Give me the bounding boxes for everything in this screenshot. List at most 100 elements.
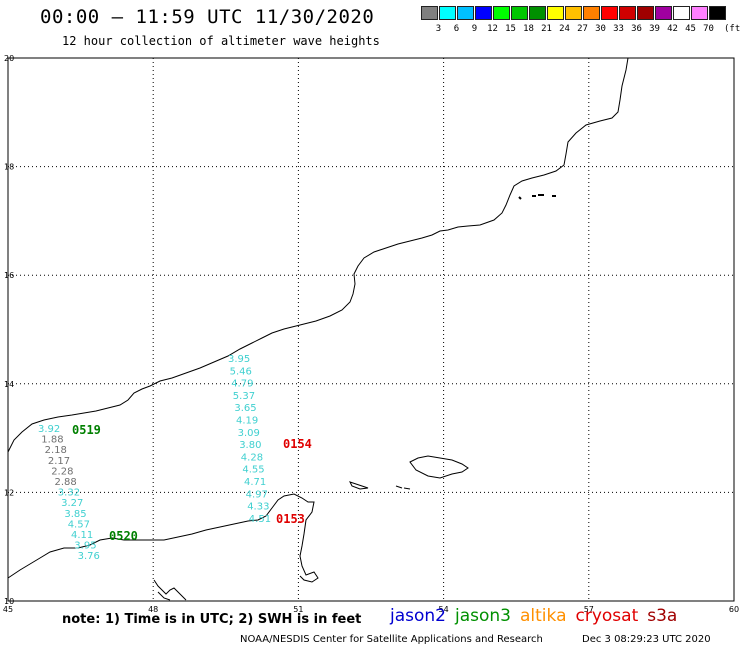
altimeter-track-east: 3.955.46 4.795.373.65 4.193.093.804.28 4.55… <box>228 354 271 525</box>
legend-label: 15 <box>505 24 516 34</box>
swh-value: 3.09 <box>238 428 260 439</box>
map-title: 00:00 – 11:59 UTC 11/30/2020 <box>40 6 375 28</box>
swh-value: 5.37 <box>233 391 255 402</box>
legend-swatch <box>583 6 600 20</box>
island-kuria-muria <box>518 194 556 200</box>
swh-value: 3.27 <box>61 498 83 509</box>
swh-value: 5.46 <box>230 366 252 377</box>
swh-value: 3.95 <box>228 354 250 365</box>
swh-value: 4.97 <box>246 489 268 500</box>
lat-tick-label: 18 <box>4 163 14 172</box>
satellite-name: jason3 <box>455 606 511 626</box>
swh-value: 3.76 <box>78 551 100 562</box>
lat-tick-label: 16 <box>4 271 14 280</box>
swh-value: 2.88 <box>55 477 77 488</box>
satellite-name: jason2 <box>390 606 446 626</box>
legend-label: 12 <box>487 24 498 34</box>
lon-tick-label: 51 <box>293 605 303 614</box>
credit-line: NOAA/NESDIS Center for Satellite Applica… <box>240 634 543 645</box>
swh-value: 3.65 <box>234 403 256 414</box>
pass-id-label: 0153 <box>276 512 305 526</box>
legend-swatch <box>475 6 492 20</box>
lat-tick-label: 10 <box>4 597 14 606</box>
legend-label: 18 <box>523 24 534 34</box>
satellite-legend: jason2 jason3 altika cryosat s3a <box>390 606 686 626</box>
legend-label: 24 <box>559 24 570 34</box>
swh-value: 1.88 <box>41 435 63 446</box>
island-abd-al-kuri <box>349 481 369 490</box>
legend-swatch <box>421 6 438 20</box>
legend-swatch <box>529 6 546 20</box>
swh-value: 3.95 <box>74 541 96 552</box>
legend-label: 70 <box>703 24 714 34</box>
lon-tick-label: 60 <box>729 605 739 614</box>
legend-label: 39 <box>649 24 660 34</box>
lat-tick-label: 14 <box>4 380 14 389</box>
swh-value: 4.55 <box>242 465 264 476</box>
legend-swatch <box>565 6 582 20</box>
swh-value: 4.28 <box>241 452 263 463</box>
legend-label: 30 <box>595 24 606 34</box>
island-socotra <box>409 455 469 479</box>
legend-label: 36 <box>631 24 642 34</box>
coastline-somalia <box>153 579 187 601</box>
legend-swatch <box>709 6 726 20</box>
swh-value: 2.17 <box>48 456 70 467</box>
swh-value: 3.32 <box>58 488 80 499</box>
satellite-name: s3a <box>647 606 678 626</box>
swh-value: 3.92 <box>38 424 60 435</box>
pass-labels: 0519 0520 0154 0153 <box>72 423 312 543</box>
swh-value: 4.71 <box>244 477 266 488</box>
legend-swatch <box>619 6 636 20</box>
swh-value: 4.79 <box>231 379 253 390</box>
legend-unit: (ft) <box>724 24 740 34</box>
legend-swatch <box>511 6 528 20</box>
swh-value: 2.18 <box>45 445 67 456</box>
legend-swatch <box>601 6 618 20</box>
swh-value: 3.80 <box>239 440 261 451</box>
legend-swatch <box>493 6 510 20</box>
pass-id-label: 0519 <box>72 423 101 437</box>
swh-value: 4.33 <box>247 502 269 513</box>
footnote: note: 1) Time is in UTC; 2) SWH is in fe… <box>62 612 362 627</box>
altimeter-track-west: 3.921.882.182.172.282.883.323.273.854.57… <box>38 424 100 562</box>
lon-tick-label: 57 <box>584 605 594 614</box>
coastline-arabia <box>7 57 629 453</box>
legend-label: 9 <box>471 24 478 34</box>
legend-swatch <box>673 6 690 20</box>
swh-value: 3.85 <box>64 509 86 520</box>
swh-value: 4.11 <box>71 530 93 541</box>
lon-tick-label: 45 <box>3 605 13 614</box>
lon-tick-label: 54 <box>439 605 449 614</box>
swh-value: 4.51 <box>249 514 271 525</box>
legend-swatch <box>547 6 564 20</box>
map-subtitle: 12 hour collection of altimeter wave hei… <box>62 34 380 48</box>
legend-swatch <box>439 6 456 20</box>
swh-value: 4.19 <box>236 416 258 427</box>
satellite-name: altika <box>520 606 567 626</box>
swh-value: 2.28 <box>51 466 73 477</box>
legend-swatch <box>655 6 672 20</box>
legend-label: 42 <box>667 24 678 34</box>
lon-tick-label: 48 <box>148 605 158 614</box>
axis-tick-labels: 45 48 51 54 57 60 20 18 16 14 12 10 <box>3 54 739 614</box>
legend-label: 6 <box>453 24 460 34</box>
map-frame <box>7 57 735 602</box>
legend-swatch <box>457 6 474 20</box>
legend-swatch <box>691 6 708 20</box>
legend-label: 33 <box>613 24 624 34</box>
lat-tick-label: 20 <box>4 54 14 63</box>
legend-label: 27 <box>577 24 588 34</box>
satellite-name: cryosat <box>575 606 639 626</box>
pass-id-label: 0520 <box>109 529 138 543</box>
legend-label: 45 <box>685 24 696 34</box>
pass-id-label: 0154 <box>283 437 312 451</box>
coastline-gulf-of-aden <box>7 493 319 583</box>
swh-value: 4.57 <box>68 519 90 530</box>
generated-timestamp: Dec 3 08:29:23 UTC 2020 <box>582 634 711 645</box>
legend-swatch <box>637 6 654 20</box>
legend-label: 21 <box>541 24 552 34</box>
legend-label: 3 <box>435 24 442 34</box>
lat-tick-label: 12 <box>4 488 14 497</box>
